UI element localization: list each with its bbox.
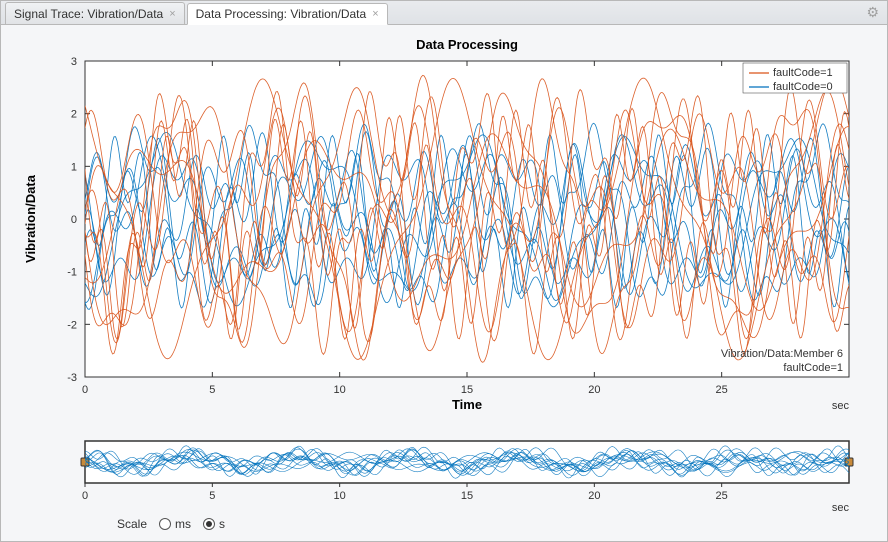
scale-radio-s[interactable]: s: [203, 517, 225, 531]
tab-label: Signal Trace: Vibration/Data: [14, 7, 163, 21]
close-icon[interactable]: ×: [169, 8, 175, 20]
svg-text:10: 10: [334, 384, 346, 396]
main-chart: Data Processing -3 -2 -1 0 1 2 3 0 5 10 15 20 25 Vibra…: [7, 31, 879, 421]
svg-text:-2: -2: [67, 319, 77, 331]
svg-text:20: 20: [588, 490, 600, 502]
overview-chart-panel: 0 5 10 15 20 25 sec: [7, 439, 881, 513]
svg-text:25: 25: [716, 384, 728, 396]
gear-icon[interactable]: ⚙: [866, 4, 879, 21]
radio-label: s: [219, 517, 225, 531]
svg-text:15: 15: [461, 384, 473, 396]
svg-text:2: 2: [71, 109, 77, 121]
svg-text:1: 1: [71, 161, 77, 173]
svg-text:sec: sec: [832, 502, 850, 513]
svg-text:25: 25: [716, 490, 728, 502]
svg-text:Time: Time: [452, 397, 482, 412]
svg-text:faultCode=1: faultCode=1: [783, 362, 843, 374]
app-window: Signal Trace: Vibration/Data × Data Proc…: [0, 0, 888, 542]
main-chart-panel: Data Processing -3 -2 -1 0 1 2 3 0 5 10 15 20 25 Vibra…: [7, 31, 881, 439]
svg-text:5: 5: [209, 384, 215, 396]
svg-text:0: 0: [82, 490, 88, 502]
svg-text:5: 5: [209, 490, 215, 502]
radio-icon: [159, 518, 171, 530]
tab-label: Data Processing: Vibration/Data: [196, 7, 367, 21]
scale-radio-ms[interactable]: ms: [159, 517, 191, 531]
scale-label: Scale: [117, 517, 147, 531]
svg-text:0: 0: [82, 384, 88, 396]
svg-text:0: 0: [71, 214, 77, 226]
radio-icon: [203, 518, 215, 530]
svg-text:Vibration/Data: Vibration/Data: [23, 174, 38, 263]
svg-text:15: 15: [461, 490, 473, 502]
svg-text:10: 10: [334, 490, 346, 502]
scale-control: Scale ms s: [7, 513, 881, 535]
tab-data-processing[interactable]: Data Processing: Vibration/Data ×: [187, 3, 388, 25]
plot-area: Data Processing -3 -2 -1 0 1 2 3 0 5 10 15 20 25 Vibra…: [1, 25, 887, 541]
tab-signal-trace[interactable]: Signal Trace: Vibration/Data ×: [5, 2, 185, 24]
svg-text:3: 3: [71, 56, 77, 68]
radio-label: ms: [175, 517, 191, 531]
svg-text:Vibration/Data:Member 6: Vibration/Data:Member 6: [721, 348, 843, 360]
svg-text:-1: -1: [67, 267, 77, 279]
overview-chart[interactable]: 0 5 10 15 20 25 sec: [7, 439, 879, 513]
svg-text:-3: -3: [67, 372, 77, 384]
svg-text:faultCode=1: faultCode=1: [773, 67, 833, 79]
close-icon[interactable]: ×: [372, 8, 378, 20]
svg-text:Data Processing: Data Processing: [416, 37, 518, 52]
tab-bar: Signal Trace: Vibration/Data × Data Proc…: [1, 1, 887, 25]
svg-text:20: 20: [588, 384, 600, 396]
svg-text:sec: sec: [832, 400, 850, 412]
svg-text:faultCode=0: faultCode=0: [773, 81, 833, 93]
